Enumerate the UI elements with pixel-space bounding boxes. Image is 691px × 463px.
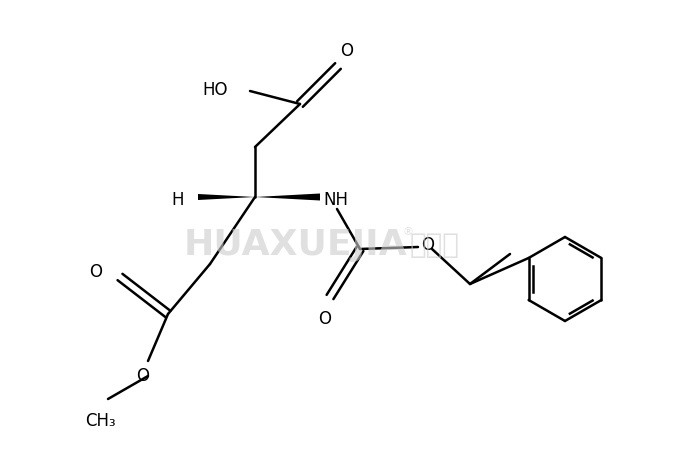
Text: O: O [421,236,434,253]
Text: ®: ® [402,226,413,237]
Text: 化学加: 化学加 [410,231,460,258]
Text: O: O [89,263,102,281]
Text: CH₃: CH₃ [85,411,115,429]
Text: NH: NH [323,191,348,208]
Text: O: O [137,366,149,384]
Text: O: O [340,42,353,60]
Polygon shape [255,194,320,201]
Text: O: O [319,309,332,327]
Polygon shape [198,194,255,200]
Text: HUAXUEJIA: HUAXUEJIA [183,227,407,262]
Text: H: H [171,191,184,208]
Text: HO: HO [202,81,228,99]
